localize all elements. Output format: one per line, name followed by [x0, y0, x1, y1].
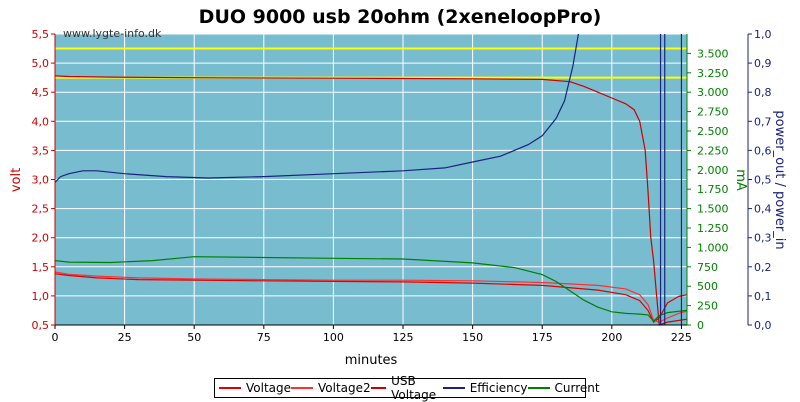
x-tick-label: 0	[52, 331, 59, 344]
x-tick-label: 225	[671, 331, 692, 344]
y-right-ma-tick-label: 2.750	[697, 106, 729, 119]
legend-swatch-current	[527, 387, 550, 389]
legend-swatch-voltage	[219, 387, 241, 389]
y-right-ratio-tick-label: 0,5	[754, 174, 772, 187]
legend-label-voltage: Voltage	[246, 381, 292, 395]
y-left-tick-label: 1,5	[32, 261, 50, 274]
y-right-ma-tick-label: 1.500	[697, 203, 729, 216]
y-right-ma-tick-label: 1.750	[697, 183, 729, 196]
series-lines	[54, 33, 688, 326]
series-line-efficiency	[54, 33, 579, 183]
y-right-ma-tick-label: 750	[697, 261, 718, 274]
legend-item-voltage: Voltage	[219, 381, 291, 395]
y-left-tick-label: 5,0	[32, 57, 50, 70]
legend: Voltage Voltage2 USB Voltage Efficiency …	[214, 374, 600, 402]
y-right-ratio-tick-label: 0,3	[754, 232, 772, 245]
legend-label-usb-voltage: USB Voltage	[391, 374, 437, 402]
series-line-usb-voltage	[54, 75, 688, 326]
x-axis-label: minutes	[345, 353, 398, 368]
y-right-ma-tick-label: 3.250	[697, 67, 729, 80]
x-tick-label: 200	[601, 331, 622, 344]
x-tick-label: 150	[462, 331, 483, 344]
series-line-voltage	[54, 273, 688, 324]
y-left-tick-label: 3,5	[32, 144, 50, 157]
legend-label-voltage2: Voltage2	[318, 381, 371, 395]
legend-item-efficiency: Efficiency	[442, 381, 528, 395]
y-right-ratio-tick-label: 0,7	[754, 115, 772, 128]
x-tick-label: 50	[187, 331, 201, 344]
y-left-tick-label: 1,0	[32, 290, 50, 303]
y-left-axis-label: volt	[9, 168, 24, 192]
y-left-tick-label: 4,5	[32, 86, 50, 99]
x-tick-label: 75	[257, 331, 271, 344]
y-right-ma-tick-label: 2.500	[697, 125, 729, 138]
y-right-ma-tick-label: 0	[697, 319, 704, 332]
y-left-tick-label: 0,5	[32, 319, 50, 332]
y-right-ratio-tick-label: 0,0	[754, 319, 772, 332]
legend-item-usb-voltage: USB Voltage	[370, 374, 443, 402]
y-right-ma-tick-label: 1.250	[697, 222, 729, 235]
legend-item-voltage2: Voltage2	[291, 381, 371, 395]
y-left-tick-label: 2,5	[32, 203, 50, 216]
y-right-ma-label: mA	[733, 169, 748, 191]
y-right-ma-tick-label: 3.000	[697, 86, 729, 99]
legend-swatch-usb-voltage	[370, 387, 387, 389]
y-left-tick-label: 5,5	[32, 28, 50, 41]
y-right-ratio-tick-label: 1,0	[754, 28, 772, 41]
y-right-ma-tick-label: 250	[697, 300, 718, 313]
y-right-ratio-tick-label: 0,4	[754, 203, 772, 216]
y-right-ratio-tick-label: 0,8	[754, 86, 772, 99]
y-left-tick-label: 4,0	[32, 115, 50, 128]
x-tick-label: 25	[118, 331, 132, 344]
y-right-ratio-tick-label: 0,2	[754, 261, 772, 274]
y-left-tick-label: 3,0	[32, 174, 50, 187]
x-tick-label: 175	[532, 331, 553, 344]
x-tick-label: 125	[393, 331, 414, 344]
y-right-ratio-tick-label: 0,6	[754, 144, 772, 157]
y-left-tick-label: 2,0	[32, 232, 50, 245]
watermark: www.lygte-info.dk	[63, 27, 162, 40]
y-right-ma-tick-label: 3.500	[697, 47, 729, 60]
series-line-current	[54, 256, 688, 322]
chart-title: DUO 9000 usb 20ohm (2xeneloopPro)	[199, 6, 602, 28]
y-right-ratio-tick-label: 0,9	[754, 57, 772, 70]
y-right-ratio-tick-label: 0,1	[754, 290, 772, 303]
y-right-ma-tick-label: 2.000	[697, 164, 729, 177]
legend-swatch-voltage2	[291, 387, 314, 389]
x-tick-label: 100	[323, 331, 344, 344]
y-right-ma-tick-label: 500	[697, 280, 718, 293]
axes: 0 25 50 75 100 125 150 175 200 225 0,5 1,0 1,5 2,0 2,5…	[32, 28, 772, 344]
y-right-ma-tick-label: 1.000	[697, 241, 729, 254]
y-right-ma-tick-label: 2.250	[697, 144, 729, 157]
legend-label-current: Current	[554, 381, 600, 395]
legend-item-current: Current	[527, 381, 600, 395]
legend-label-efficiency: Efficiency	[469, 381, 528, 395]
legend-swatch-efficiency	[442, 387, 465, 389]
y-right-ratio-label: power_out / power_in	[772, 110, 787, 249]
